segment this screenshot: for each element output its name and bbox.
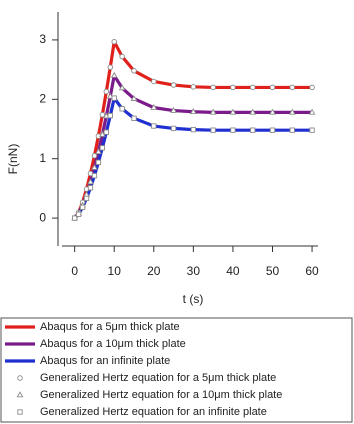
marker — [111, 38, 117, 45]
x-axis-label: t (s) — [183, 292, 204, 306]
legend-label: Generalized Hertz equation for an infini… — [40, 406, 267, 418]
data-line — [73, 40, 313, 220]
x-tick-label: 20 — [147, 264, 161, 278]
marker — [83, 195, 90, 202]
marker — [289, 127, 295, 133]
y-axis-label: F(nN) — [6, 144, 20, 175]
marker — [131, 115, 137, 121]
marker — [79, 204, 86, 210]
marker — [16, 391, 24, 398]
marker — [17, 409, 23, 415]
marker — [309, 127, 315, 133]
marker — [209, 108, 217, 115]
x-tick-label: 40 — [226, 264, 240, 278]
marker — [230, 84, 236, 91]
marker — [119, 53, 125, 60]
marker — [190, 126, 197, 133]
legend-label: Generalized Hertz equation for a 10μm th… — [40, 389, 282, 401]
x-tick-label: 60 — [305, 264, 319, 278]
marker — [130, 94, 138, 101]
marker — [72, 215, 78, 221]
marker — [95, 159, 102, 165]
marker — [118, 84, 126, 91]
legend-label: Generalized Hertz equation for a 5μm thi… — [40, 372, 276, 384]
marker — [269, 84, 276, 91]
marker — [103, 129, 109, 135]
legend-box — [0, 317, 353, 423]
marker — [131, 68, 137, 74]
marker — [308, 108, 316, 115]
marker — [102, 112, 110, 119]
marker — [17, 375, 23, 381]
marker — [249, 84, 256, 91]
marker — [210, 84, 216, 91]
marker — [190, 84, 197, 90]
marker — [288, 108, 296, 115]
marker — [309, 84, 315, 91]
marker — [189, 108, 197, 115]
marker — [106, 92, 114, 99]
marker — [91, 152, 98, 159]
y-tick-label: 3 — [39, 32, 46, 46]
marker — [75, 211, 82, 217]
legend: Abaqus for a 5μm thick plate Abaqus for a… — [5, 321, 282, 418]
marker — [98, 130, 106, 137]
marker — [289, 84, 296, 91]
marker — [111, 95, 117, 101]
x-tick-label: 0 — [71, 264, 78, 278]
marker — [150, 103, 158, 110]
marker — [95, 148, 102, 155]
marker — [250, 127, 256, 133]
marker — [99, 111, 106, 118]
legend-label: Abaqus for an infinite plate — [40, 355, 170, 367]
marker — [210, 127, 216, 133]
legend-label: Abaqus for a 10μm thick plate — [40, 338, 186, 350]
legend-label: Abaqus for a 5μm thick plate — [40, 321, 180, 333]
x-tick-label: 50 — [266, 264, 280, 278]
x-tick-label: 30 — [187, 264, 201, 278]
marker — [229, 108, 237, 115]
marker — [107, 64, 114, 70]
marker — [170, 125, 177, 132]
marker — [249, 108, 257, 115]
y-tick-label: 2 — [39, 91, 46, 105]
marker — [269, 108, 276, 115]
marker — [151, 123, 157, 129]
y-tick-label: 1 — [39, 151, 46, 165]
marker — [119, 106, 125, 112]
marker — [87, 185, 94, 191]
marker — [99, 145, 106, 151]
marker — [151, 78, 157, 85]
data-line — [73, 96, 313, 220]
marker — [230, 127, 236, 133]
x-tick-label: 10 — [108, 264, 122, 278]
marker — [107, 112, 113, 119]
marker — [103, 88, 110, 95]
marker — [269, 127, 276, 133]
marker — [91, 163, 98, 170]
marker — [170, 106, 177, 113]
marker — [91, 173, 98, 179]
marker — [87, 178, 94, 185]
marker — [170, 82, 177, 88]
y-tick-label: 0 — [39, 210, 46, 224]
marker — [110, 71, 118, 78]
